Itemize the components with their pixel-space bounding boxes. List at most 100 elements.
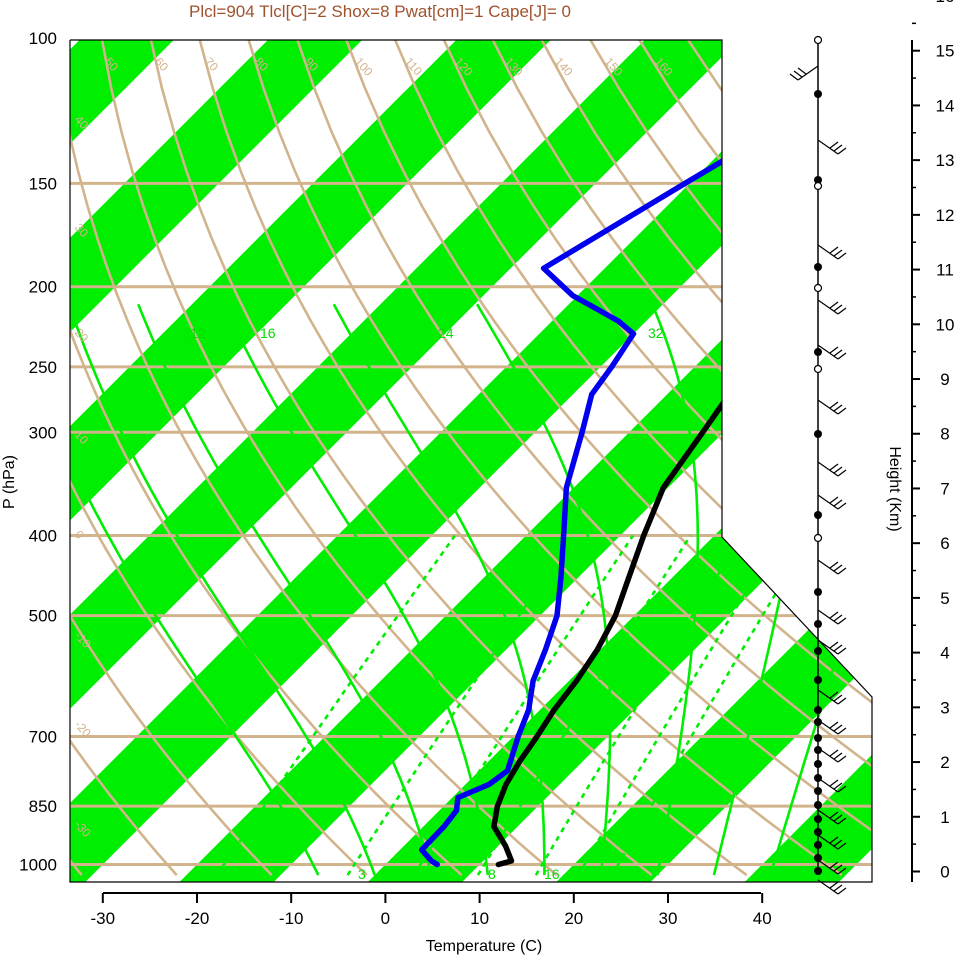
wind-barb-column — [789, 35, 847, 895]
dry-adiabat — [100, 40, 653, 877]
height-tick-label: 14 — [936, 96, 955, 115]
wind-barb-staff — [817, 809, 839, 825]
wind-barb-feather — [833, 724, 843, 732]
moist-adiabat-label: 12 — [190, 325, 206, 341]
wind-obs-dot — [814, 787, 822, 795]
wind-obs-dot — [814, 676, 822, 684]
dry-adiabat — [70, 40, 178, 876]
wind-barb-feather — [829, 779, 839, 787]
wind-obs-dot — [814, 841, 822, 849]
wind-barb-staff — [817, 244, 839, 260]
wind-barb-feather — [833, 304, 843, 312]
dry-adiabat — [70, 40, 273, 877]
wind-obs-dot — [814, 348, 822, 356]
wind-barb-feather — [829, 691, 839, 699]
moist-adiabat-label: 16 — [260, 325, 276, 341]
pressure-tick-label: 100 — [29, 29, 57, 48]
wind-barb-feather — [829, 749, 839, 757]
wind-obs-dot — [814, 588, 822, 596]
wind-barb-feather — [829, 463, 839, 471]
wind-obs-dot — [814, 854, 822, 862]
dry-adiabat — [246, 40, 872, 877]
moist-adiabat — [475, 303, 612, 876]
wind-obs-dot — [814, 718, 822, 726]
x-tick-label: 30 — [659, 909, 678, 928]
pressure-tick-label: 200 — [29, 278, 57, 297]
wind-obs-open-dot — [813, 35, 823, 45]
height-tick-label: 7 — [940, 479, 949, 498]
wind-barb-feather — [833, 144, 843, 152]
plot-frame — [69, 39, 873, 883]
wind-barb-feather — [833, 884, 843, 892]
dry-adiabat — [197, 40, 843, 877]
wind-barb-staff — [817, 747, 839, 763]
wind-barb-feather — [797, 67, 807, 75]
moist-adiabat-label: 24 — [438, 325, 454, 341]
wind-barb-feather — [837, 887, 847, 895]
dry-adiabat — [441, 40, 872, 877]
isotherm-band — [70, 40, 872, 882]
wind-barb-feather — [829, 496, 839, 504]
wind-barb-feather — [833, 814, 843, 822]
wind-barb-feather — [829, 811, 839, 819]
temperature-profile — [491, 40, 872, 868]
mixing-ratio-line — [611, 534, 812, 876]
wind-obs-open-dot — [813, 533, 823, 543]
mixing-ratio-label: 16 — [544, 866, 560, 882]
isotherm-band — [179, 40, 872, 882]
isotherm-band — [70, 40, 551, 882]
x-tick-label: -10 — [279, 909, 304, 928]
height-tick-label: 10 — [936, 315, 955, 334]
wind-obs-dot — [814, 734, 822, 742]
wind-barb-feather — [829, 401, 839, 409]
wind-obs-dot — [814, 706, 822, 714]
wind-barb-staff — [817, 834, 839, 850]
wind-obs-open-dot — [813, 181, 823, 191]
wind-barb-feather — [833, 349, 843, 357]
pressure-tick-label: 1000 — [19, 856, 57, 875]
height-tick-label: 5 — [940, 589, 949, 608]
wind-barb-feather — [833, 404, 843, 412]
wind-barb-feather — [829, 346, 839, 354]
wind-barb-feather — [837, 617, 847, 625]
height-axis: 012345678910111213141516 — [911, 0, 955, 882]
mixing-ratio-lines — [215, 534, 812, 876]
wind-barb-feather — [837, 307, 847, 315]
height-tick-label: 13 — [936, 151, 955, 170]
wind-barb-staff — [817, 344, 839, 360]
wind-barb-feather — [837, 727, 847, 735]
wind-barb-feather — [837, 352, 847, 360]
moist-adiabat — [769, 303, 872, 876]
isotherm-band — [70, 40, 363, 882]
wind-barb-staff — [817, 399, 839, 415]
mixing-ratio-line — [215, 534, 456, 876]
height-tick-label: 15 — [936, 42, 955, 61]
wind-barb-feather — [837, 697, 847, 705]
wind-obs-dot — [814, 430, 822, 438]
isotherm-band — [556, 40, 872, 882]
height-tick-label: 16 — [936, 0, 955, 6]
moist-adiabat-label: 32 — [648, 325, 664, 341]
y-axis-title: P (hPa) — [1, 455, 18, 509]
wind-barb-staff — [817, 299, 839, 315]
wind-obs-dot — [814, 511, 822, 519]
wind-obs-open-dot — [813, 283, 823, 293]
mixing-ratio-line — [577, 534, 782, 876]
moist-adiabat — [332, 303, 546, 876]
pressure-tick-label: 250 — [29, 358, 57, 377]
wind-barb-feather — [833, 249, 843, 257]
x-tick-label: 40 — [753, 909, 772, 928]
wind-barb-feather — [833, 864, 843, 872]
wind-barb-feather — [829, 246, 839, 254]
wind-barb-feather — [833, 466, 843, 474]
height-tick-label: 4 — [940, 644, 949, 663]
wind-barb-feather — [837, 567, 847, 575]
height-tick-label: 9 — [940, 370, 949, 389]
x-tick-label: 20 — [564, 909, 583, 928]
mixing-ratio-line — [412, 534, 634, 876]
wind-barb-feather — [829, 721, 839, 729]
wind-barb-feather — [833, 782, 843, 790]
wind-barb-feather — [833, 564, 843, 572]
wind-barb-feather — [833, 752, 843, 760]
wind-barb-staff — [817, 559, 839, 575]
